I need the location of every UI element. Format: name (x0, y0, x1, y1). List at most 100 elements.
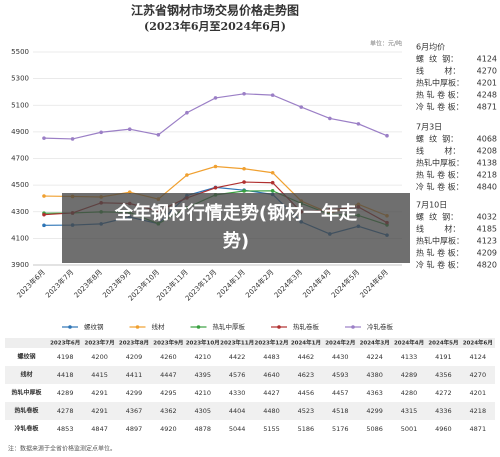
point (270, 93, 275, 97)
point (270, 180, 275, 185)
x-tick-label: 2024年2月 (243, 267, 275, 299)
table-cell: 4395 (194, 371, 211, 379)
point (213, 164, 218, 169)
point (127, 127, 132, 132)
table-cell: 4133 (401, 353, 418, 361)
note-label: 线 材： (416, 146, 460, 156)
point (385, 133, 389, 138)
table-cell: 4518 (332, 407, 349, 415)
table-cell: 4640 (263, 371, 280, 379)
note-value: 4201 (477, 79, 497, 88)
x-tick-label: 2023年8月 (72, 267, 104, 299)
table-cell: 4404 (229, 407, 246, 415)
y-tick-label: 4900 (11, 128, 29, 136)
point (156, 133, 161, 137)
y-tick-label: 5300 (11, 75, 29, 83)
x-tick-label: 2023年6月 (15, 267, 47, 299)
table-cell: 4411 (126, 371, 143, 379)
table-cell: 4847 (91, 425, 108, 433)
table-cell: 4210 (194, 389, 211, 397)
table-header-cell: 2023年6月 (50, 339, 80, 347)
legend-marker (68, 325, 72, 329)
legend-marker (196, 325, 201, 329)
table-cell: 4523 (298, 407, 315, 415)
note-label: 冷 轧 卷 板： (416, 260, 464, 270)
table-row-name: 热轧卷板 (14, 407, 39, 415)
table-cell: 4871 (470, 425, 487, 433)
y-tick-label: 3900 (11, 261, 29, 269)
table-cell: 4853 (57, 425, 74, 433)
note-label: 冷 轧 卷 板： (416, 102, 464, 112)
table-cell: 4480 (263, 407, 280, 415)
note-title: 7月3日 (416, 123, 442, 132)
table-header-cell: 2024年6月 (463, 339, 493, 347)
note-value: 4138 (477, 159, 497, 168)
table-cell: 4218 (470, 407, 487, 415)
table-header-cell: 2023年10月 (186, 339, 220, 347)
note-label: 线 材： (416, 66, 460, 76)
note-title: 6月均价 (416, 42, 445, 52)
table-cell: 4593 (332, 371, 349, 379)
table-note: 注：数据来源于全省价格监测定点单位。 (8, 445, 116, 453)
note-value: 4248 (477, 91, 497, 100)
table-cell: 4209 (126, 353, 143, 361)
note-value: 4068 (477, 135, 497, 144)
legend-label: 热轧中厚板 (213, 322, 246, 331)
table-row-bg (5, 348, 495, 366)
y-tick-label: 5100 (11, 101, 29, 109)
legend-marker (277, 325, 281, 329)
point (99, 130, 103, 135)
table-cell: 4576 (229, 371, 246, 379)
table-cell: 5155 (263, 425, 280, 433)
table-cell: 4315 (401, 407, 418, 415)
table-cell: 4456 (298, 389, 315, 397)
chart-subtitle: (2023年6月至2024年6月) (144, 19, 286, 33)
note-label: 冷 轧 卷 板： (416, 182, 464, 192)
table-cell: 4198 (57, 353, 74, 361)
point (299, 105, 304, 109)
table-header-cell: 2024年1月 (291, 339, 321, 347)
note-title: 7月10日 (416, 201, 447, 210)
y-tick-label: 4500 (11, 181, 29, 189)
point (42, 136, 46, 140)
legend-marker (135, 325, 140, 329)
table-cell: 4299 (366, 407, 383, 415)
table-row-bg (5, 384, 495, 402)
legend-marker (351, 325, 355, 329)
table-cell: 4272 (435, 389, 452, 397)
table-cell: 4356 (435, 371, 452, 379)
table-cell: 4270 (470, 371, 487, 379)
note-label: 热 轧 卷 板： (416, 248, 464, 258)
table-cell: 4362 (160, 407, 177, 415)
point (42, 223, 46, 228)
note-value: 4820 (477, 261, 497, 270)
legend-label: 螺纹钢 (84, 322, 104, 331)
x-tick-label: 2024年1月 (215, 267, 247, 299)
note-value: 4208 (477, 147, 497, 156)
table-header-cell: 2024年3月 (360, 339, 390, 347)
table-row-bg (5, 366, 495, 384)
legend-label: 线材 (152, 322, 166, 331)
table-cell: 4305 (194, 407, 211, 415)
table-cell: 4623 (298, 371, 315, 379)
note-label: 螺 纹 钢： (416, 54, 458, 64)
table-header-cell: 2024年4月 (394, 339, 424, 347)
table-cell: 4336 (435, 407, 452, 415)
table-header-cell: 2023年12月 (255, 339, 289, 347)
table-cell: 4427 (263, 389, 280, 397)
point (356, 122, 361, 126)
table-cell: 5001 (401, 425, 418, 433)
point (185, 110, 189, 115)
table-row-bg (5, 420, 495, 438)
note-value: 4032 (477, 213, 497, 222)
table-cell: 4295 (160, 389, 177, 397)
point (242, 92, 246, 96)
table-header-cell: 2023年7月 (85, 339, 115, 347)
legend-label: 热轧卷板 (293, 322, 320, 331)
table-cell: 4201 (470, 389, 487, 397)
table-cell: 5176 (332, 425, 349, 433)
note-label: 螺 纹 钢： (416, 134, 458, 144)
table-cell: 4422 (229, 353, 246, 361)
